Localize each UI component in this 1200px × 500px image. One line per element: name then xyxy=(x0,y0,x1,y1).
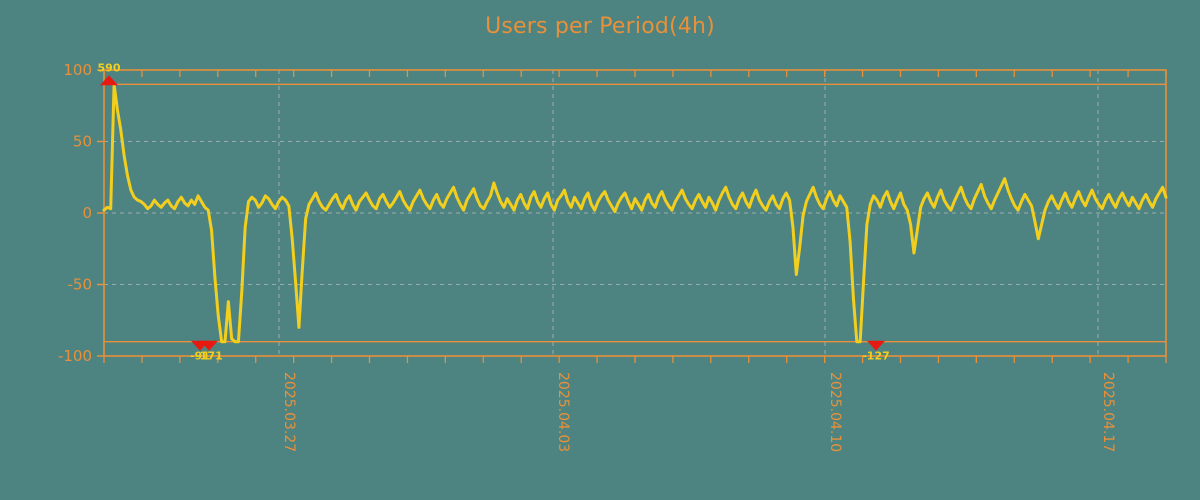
annotation-marker xyxy=(200,340,218,351)
x-axis-label: 2025.03.27 xyxy=(281,372,297,452)
y-axis-label: 50 xyxy=(73,133,92,151)
annotation-label: -91 xyxy=(190,350,210,363)
x-axis-label: 2025.04.10 xyxy=(827,372,843,452)
y-axis-label: 0 xyxy=(82,204,92,222)
page-title: Users per Period(4h) xyxy=(485,14,715,39)
x-axis-label-text: 2025.04.10 xyxy=(827,372,843,452)
annotation-label: 590 xyxy=(98,61,121,74)
y-axis-label: -50 xyxy=(68,276,93,294)
x-axis-label-text: 2025.03.27 xyxy=(281,372,297,452)
data-line-users xyxy=(102,82,1168,344)
y-axis-label: 100 xyxy=(63,61,92,79)
annotation-marker xyxy=(867,340,885,351)
x-axis-label-text: 2025.04.17 xyxy=(1100,372,1116,452)
annotation-marker xyxy=(100,75,118,86)
y-axis-label: -100 xyxy=(58,347,92,365)
annotation-label: -171 xyxy=(195,350,223,363)
x-axis-label-text: 2025.04.03 xyxy=(555,372,571,452)
x-axis-label: 2025.04.03 xyxy=(555,372,571,452)
x-axis-label: 2025.04.17 xyxy=(1100,372,1116,452)
annotation-label: -127 xyxy=(862,350,890,363)
